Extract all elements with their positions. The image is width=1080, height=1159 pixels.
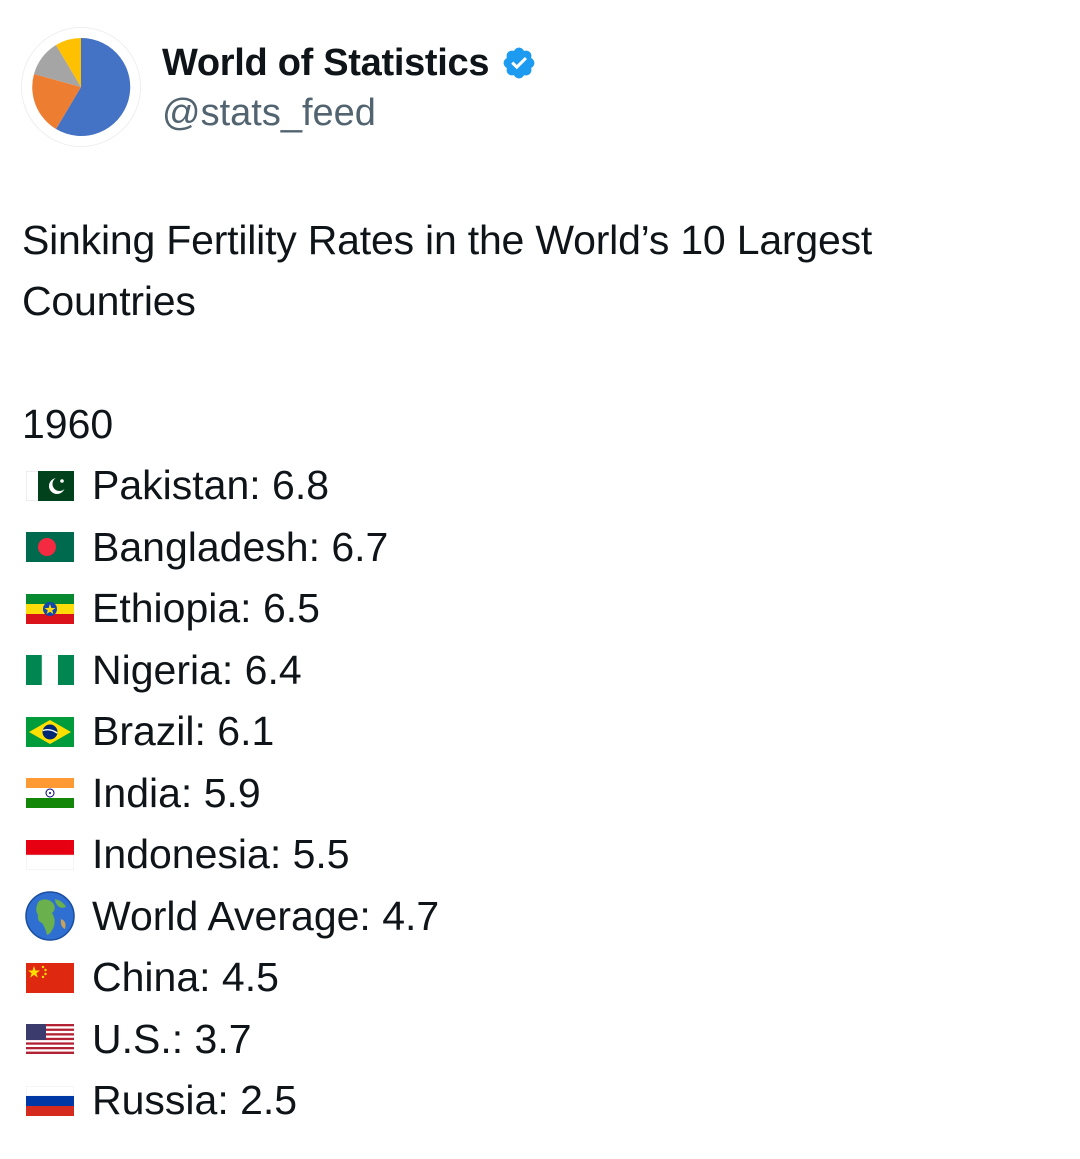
list-item-text: Ethiopia: 6.5 — [92, 585, 320, 632]
tweet-body: Sinking Fertility Rates in the World’s 1… — [22, 210, 1052, 1132]
pakistan-flag-icon — [26, 470, 74, 501]
list-item-text: Brazil: 6.1 — [92, 708, 275, 755]
tweet-year: 1960 — [22, 401, 114, 447]
list-item-text: Indonesia: 5.5 — [92, 831, 350, 878]
india-flag-icon — [26, 778, 74, 809]
name-row: World of Statistics — [162, 40, 537, 86]
verified-badge-icon[interactable] — [501, 45, 537, 81]
tweet-title: Sinking Fertility Rates in the World’s 1… — [22, 217, 873, 324]
list-item-text: Pakistan: 6.8 — [92, 462, 330, 509]
author-info: World of Statistics @stats_feed — [162, 40, 537, 135]
list-item: U.S.: 3.7 — [22, 1009, 1052, 1071]
ethiopia-flag-icon — [26, 593, 74, 624]
pie-chart-avatar-icon — [22, 28, 140, 146]
list-item: World Average: 4.7 — [22, 886, 1052, 948]
russia-flag-icon — [26, 1085, 74, 1116]
country-list: Pakistan: 6.8 Bangladesh: 6.7 — [22, 455, 1052, 1132]
avatar[interactable] — [22, 28, 140, 146]
list-item: India: 5.9 — [22, 763, 1052, 825]
brazil-flag-icon — [26, 716, 74, 747]
china-flag-icon — [26, 962, 74, 993]
list-item-text: India: 5.9 — [92, 769, 261, 816]
indonesia-flag-icon — [26, 839, 74, 870]
list-item-text: Russia: 2.5 — [92, 1077, 298, 1124]
display-name[interactable]: World of Statistics — [162, 41, 490, 84]
list-item: Nigeria: 6.4 — [22, 640, 1052, 702]
list-item-text: Nigeria: 6.4 — [92, 646, 302, 693]
list-item-text: Bangladesh: 6.7 — [92, 523, 389, 570]
list-item-text: World Average: 4.7 — [92, 892, 440, 939]
list-item: Ethiopia: 6.5 — [22, 578, 1052, 640]
list-item: Bangladesh: 6.7 — [22, 517, 1052, 579]
us-flag-icon — [26, 1024, 74, 1055]
list-item: Indonesia: 5.5 — [22, 824, 1052, 886]
list-item-text: U.S.: 3.7 — [92, 1015, 252, 1062]
globe-icon — [25, 891, 75, 941]
list-item: Pakistan: 6.8 — [22, 455, 1052, 517]
handle[interactable]: @stats_feed — [162, 92, 376, 134]
tweet-header: World of Statistics @stats_feed — [22, 28, 1052, 148]
bangladesh-flag-icon — [26, 532, 74, 563]
list-item-text: China: 4.5 — [92, 954, 279, 1001]
list-item: Russia: 2.5 — [22, 1070, 1052, 1132]
list-item: Brazil: 6.1 — [22, 701, 1052, 763]
list-item: China: 4.5 — [22, 947, 1052, 1009]
nigeria-flag-icon — [26, 655, 74, 686]
